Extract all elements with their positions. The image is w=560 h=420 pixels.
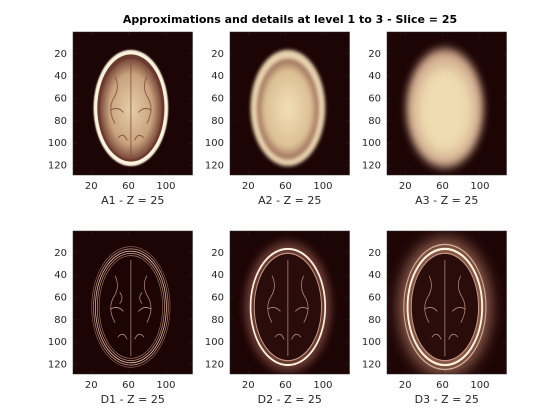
image [230,32,350,175]
y-tick-label: 40 [54,71,67,82]
image [73,231,193,374]
x-tick-label: 100 [313,380,332,391]
y-tick-label: 40 [368,270,381,281]
y-tick-label: 40 [54,270,67,281]
x-tick-label: 20 [399,181,412,192]
x-axis-label: A1 - Z = 25 [101,194,164,207]
y-tick-label: 120 [362,161,381,172]
x-tick-label: 100 [156,380,175,391]
x-tick-label: 60 [436,181,449,192]
y-tick-label: 60 [54,93,67,104]
axes-box [72,230,193,375]
y-tick-label: 100 [362,337,381,348]
x-tick-label: 20 [85,380,98,391]
x-axis-label: A3 - Z = 25 [415,194,478,207]
y-tick-label: 120 [48,161,67,172]
y-tick-label: 20 [211,49,224,60]
axes: 20 60 100 20 40 60 80 100 120 A1 - Z = 25 [48,31,193,207]
x-axis-label: A2 - Z = 25 [258,194,321,207]
x-tick-label: 100 [470,181,489,192]
y-tick-label: 40 [211,270,224,281]
axes: 20 60 100 20 40 60 80 100 120 A2 - Z = 25 [205,31,350,207]
axes: 20 60 100 20 40 60 80 100 120 A3 - Z = 25 [362,31,507,207]
y-tick-label: 100 [362,138,381,149]
y-tick-label: 80 [368,116,381,127]
y-tick-label: 80 [211,116,224,127]
y-tick-label: 40 [211,71,224,82]
axes-box [72,31,193,176]
x-tick-label: 20 [242,181,255,192]
x-tick-label: 20 [85,181,98,192]
x-axis-label: D1 - Z = 25 [101,393,165,406]
x-tick-label: 60 [279,181,292,192]
x-tick-label: 60 [436,380,449,391]
image [73,32,193,175]
y-tick-label: 120 [362,360,381,371]
y-tick-label: 60 [211,292,224,303]
y-tick-label: 80 [368,315,381,326]
y-tick-label: 100 [205,138,224,149]
y-tick-label: 80 [54,116,67,127]
axes: 20 60 100 20 40 60 80 100 120 D2 - Z = 25 [205,230,350,406]
axes: 20 60 100 20 40 60 80 100 120 D1 - Z = 25 [48,230,193,406]
y-tick-label: 100 [48,337,67,348]
y-tick-label: 120 [205,161,224,172]
y-tick-label: 20 [368,49,381,60]
axes-box [229,31,350,176]
image [387,32,507,175]
axes-box [386,230,507,375]
x-axis-label: D2 - Z = 25 [258,393,322,406]
image [230,231,350,374]
x-tick-label: 60 [122,181,135,192]
x-tick-label: 100 [156,181,175,192]
y-tick-label: 100 [48,138,67,149]
x-axis-label: D3 - Z = 25 [415,393,479,406]
y-tick-label: 60 [368,292,381,303]
y-tick-label: 80 [211,315,224,326]
image [387,231,507,376]
x-tick-label: 60 [122,380,135,391]
figure-title: Approximations and details at level 1 to… [123,13,457,26]
x-tick-label: 60 [279,380,292,391]
y-tick-label: 60 [368,93,381,104]
axes-box [386,31,507,176]
y-tick-label: 60 [54,292,67,303]
y-tick-label: 80 [54,315,67,326]
y-tick-label: 60 [211,93,224,104]
y-tick-label: 20 [211,248,224,259]
y-tick-label: 40 [368,71,381,82]
x-tick-label: 20 [399,380,412,391]
x-tick-label: 20 [242,380,255,391]
y-tick-label: 100 [205,337,224,348]
y-tick-label: 20 [54,49,67,60]
y-tick-label: 20 [54,248,67,259]
x-tick-label: 100 [313,181,332,192]
axes: 20 60 100 20 40 60 80 100 120 D3 - Z = 25 [362,230,507,406]
axes-box [229,230,350,375]
y-tick-label: 20 [368,248,381,259]
x-tick-label: 100 [470,380,489,391]
y-tick-label: 120 [205,360,224,371]
y-tick-label: 120 [48,360,67,371]
